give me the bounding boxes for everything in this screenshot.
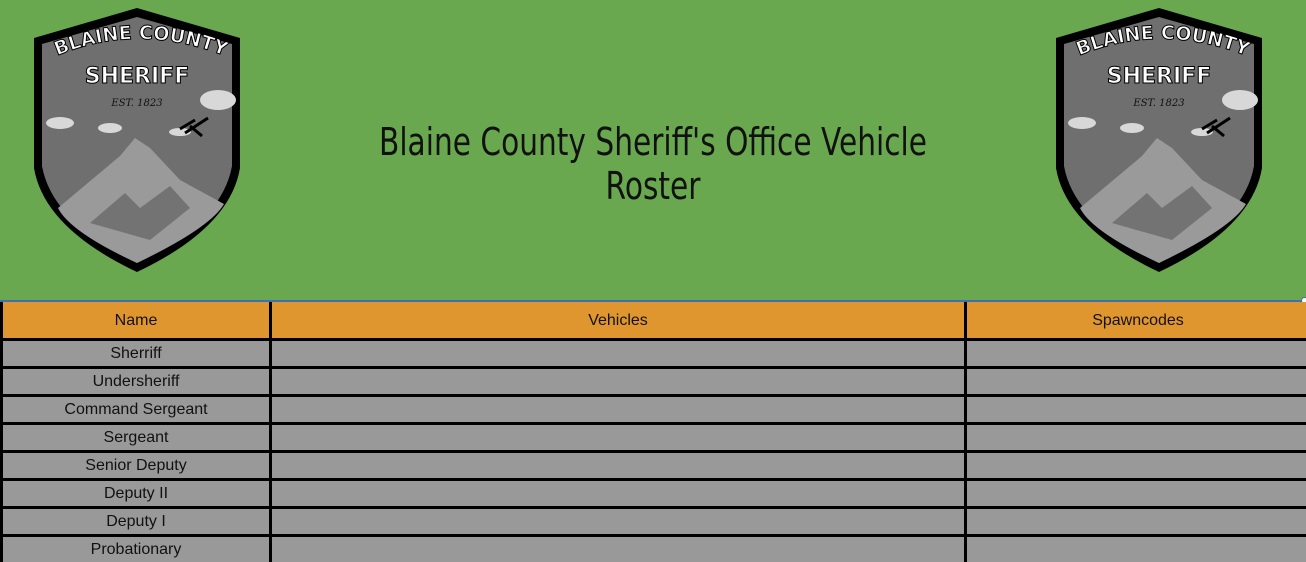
rank-name-cell[interactable]: Deputy I	[0, 506, 272, 537]
spawncodes-cell[interactable]	[964, 478, 1306, 509]
table-row: Senior Deputy	[0, 450, 1306, 481]
svg-text:SHERIFF: SHERIFF	[85, 64, 189, 89]
roster-table: Name Vehicles Spawncodes Sherriff Unders…	[0, 302, 1306, 562]
vehicles-cell[interactable]	[269, 366, 967, 397]
spawncodes-cell[interactable]	[964, 338, 1306, 369]
rank-name-cell[interactable]: Sherriff	[0, 338, 272, 369]
table-row: Sergeant	[0, 422, 1306, 453]
vehicles-cell[interactable]	[269, 478, 967, 509]
table-row: Deputy II	[0, 478, 1306, 509]
column-header-name[interactable]: Name	[0, 302, 272, 341]
vehicles-cell[interactable]	[269, 394, 967, 425]
rank-name-cell[interactable]: Command Sergeant	[0, 394, 272, 425]
header-banner: BLAINE COUNTY SHERIFF EST. 1823 Blaine C…	[0, 0, 1306, 301]
spawncodes-cell[interactable]	[964, 534, 1306, 562]
svg-text:EST. 1823: EST. 1823	[110, 98, 162, 109]
rank-name-cell[interactable]: Undersheriff	[0, 366, 272, 397]
sheriff-badge-logo: BLAINE COUNTY SHERIFF EST. 1823	[34, 8, 240, 272]
table-row: Sherriff	[0, 338, 1306, 369]
vehicles-cell[interactable]	[269, 338, 967, 369]
table-header-row: Name Vehicles Spawncodes	[0, 302, 1306, 341]
table-row: Undersheriff	[0, 366, 1306, 397]
page-title: Blaine County Sheriff's Office Vehicle R…	[378, 120, 928, 208]
rank-name-cell[interactable]: Senior Deputy	[0, 450, 272, 481]
spawncodes-cell[interactable]	[964, 422, 1306, 453]
spawncodes-cell[interactable]	[964, 506, 1306, 537]
vehicles-cell[interactable]	[269, 506, 967, 537]
column-header-spawncodes[interactable]: Spawncodes	[964, 302, 1306, 341]
svg-text:SHERIFF: SHERIFF	[1107, 64, 1211, 89]
selection-border	[0, 300, 1306, 302]
table-row: Deputy I	[0, 506, 1306, 537]
vehicles-cell[interactable]	[269, 534, 967, 562]
rank-name-cell[interactable]: Probationary	[0, 534, 272, 562]
rank-name-cell[interactable]: Deputy II	[0, 478, 272, 509]
rank-name-cell[interactable]: Sergeant	[0, 422, 272, 453]
spawncodes-cell[interactable]	[964, 394, 1306, 425]
spawncodes-cell[interactable]	[964, 366, 1306, 397]
svg-text:EST. 1823: EST. 1823	[1132, 98, 1184, 109]
table-row: Command Sergeant	[0, 394, 1306, 425]
column-header-vehicles[interactable]: Vehicles	[269, 302, 967, 341]
vehicles-cell[interactable]	[269, 450, 967, 481]
sheriff-badge-logo: BLAINE COUNTY SHERIFF EST. 1823	[1056, 8, 1262, 272]
spawncodes-cell[interactable]	[964, 450, 1306, 481]
vehicles-cell[interactable]	[269, 422, 967, 453]
table-row: Probationary	[0, 534, 1306, 562]
